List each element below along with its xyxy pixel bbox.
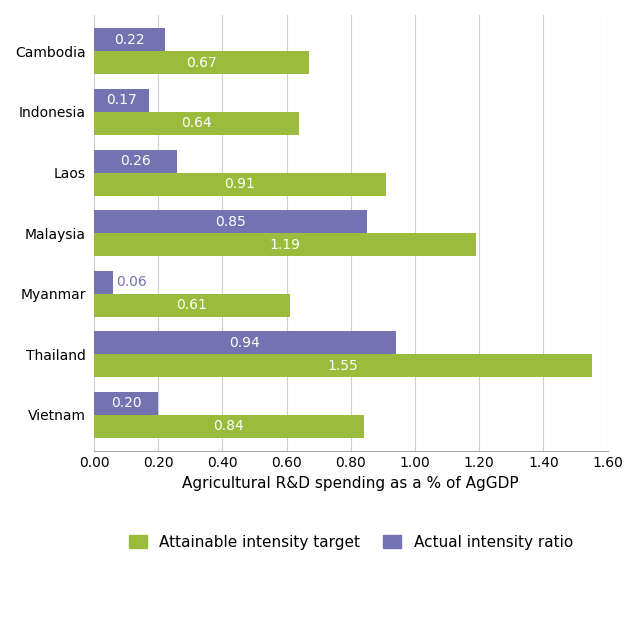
Bar <box>94 294 290 317</box>
Text: 0.17: 0.17 <box>106 94 137 108</box>
Text: 0.20: 0.20 <box>111 396 142 410</box>
Text: 0.22: 0.22 <box>114 33 145 47</box>
Bar <box>94 392 158 415</box>
Bar <box>94 270 113 294</box>
Bar <box>94 28 165 52</box>
Bar <box>94 52 309 74</box>
Bar <box>94 354 591 377</box>
Text: 0.26: 0.26 <box>121 154 151 168</box>
Bar <box>94 210 367 233</box>
Text: 0.67: 0.67 <box>186 56 217 70</box>
Bar <box>94 172 386 196</box>
Text: 0.06: 0.06 <box>116 276 147 289</box>
Bar <box>94 415 364 438</box>
Text: 1.19: 1.19 <box>269 238 300 252</box>
Bar <box>94 331 396 354</box>
Legend: Attainable intensity target, Actual intensity ratio: Attainable intensity target, Actual inte… <box>122 529 579 556</box>
Text: 0.61: 0.61 <box>177 298 207 312</box>
Bar <box>94 150 177 172</box>
Text: 0.85: 0.85 <box>215 214 246 228</box>
Text: 0.84: 0.84 <box>213 420 244 433</box>
Text: 1.55: 1.55 <box>327 359 358 373</box>
Bar <box>94 89 149 112</box>
Text: 0.94: 0.94 <box>230 336 260 350</box>
Bar <box>94 112 299 135</box>
Bar <box>94 233 476 256</box>
X-axis label: Agricultural R&D spending as a % of AgGDP: Agricultural R&D spending as a % of AgGD… <box>182 476 519 491</box>
Text: 0.91: 0.91 <box>225 177 255 191</box>
Text: 0.64: 0.64 <box>181 116 212 130</box>
